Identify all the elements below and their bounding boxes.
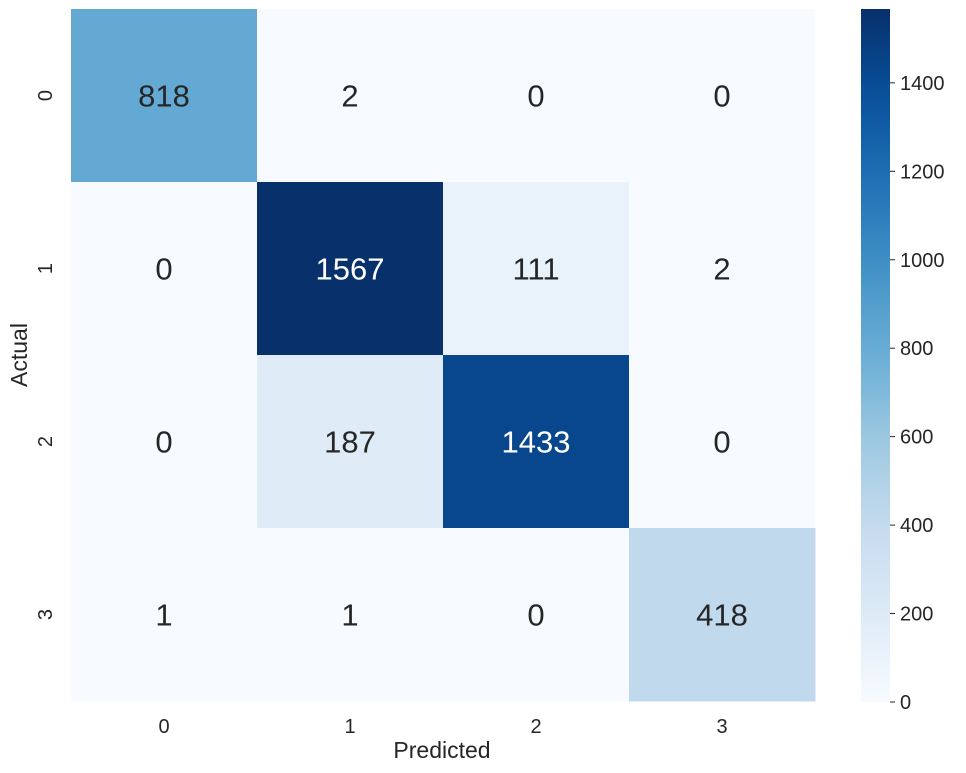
colorbar-tick-label: 800: [900, 338, 933, 360]
heatmap-cell-value: 1: [155, 598, 172, 633]
colorbar-tick-label: 1200: [900, 161, 945, 183]
heatmap-cell-value: 187: [324, 425, 376, 460]
heatmap-cell-value: 2: [341, 79, 358, 114]
heatmap-cell-labels: 818 2 0 0 0 1567 111 2 0 187 1433 0 1 1 0 418: [138, 79, 748, 633]
heatmap-cell: [257, 355, 444, 529]
heatmap-cell: [71, 9, 258, 183]
heatmap-cell: [257, 9, 444, 183]
heatmap-cell-value: 0: [527, 79, 544, 114]
colorbar-tick-label: 1400: [900, 73, 945, 95]
heatmap-cell-value: 1433: [502, 425, 571, 460]
heatmap-cell: [443, 355, 630, 529]
heatmap-cell: [629, 355, 816, 529]
heatmap-cell: [629, 9, 816, 183]
heatmap-cell: [71, 355, 258, 529]
x-tick-label: 0: [158, 716, 169, 738]
y-axis-label: Actual: [6, 323, 32, 387]
heatmap-cell-value: 0: [713, 425, 730, 460]
heatmap-cell-value: 2: [713, 252, 730, 287]
heatmap-cell: [71, 182, 258, 356]
x-tick-label: 2: [530, 716, 541, 738]
heatmap-cell-value: 0: [155, 252, 172, 287]
heatmap-cell-value: 818: [138, 79, 190, 114]
colorbar-tick-label: 1000: [900, 250, 945, 272]
x-tick-label: 3: [716, 716, 727, 738]
heatmap-cell-value: 111: [512, 252, 559, 287]
y-tick-label: 0: [35, 90, 57, 101]
heatmap-cell: [443, 182, 630, 356]
heatmap-cell-value: 0: [155, 425, 172, 460]
y-axis-ticks: 0 1 2 3: [35, 90, 57, 620]
heatmap-cell-value: 1567: [316, 252, 385, 287]
heatmap-cell: [71, 528, 258, 702]
colorbar-tick-label: 400: [900, 515, 933, 537]
x-axis-ticks: 0 1 2 3: [158, 716, 727, 738]
heatmap-cells: [71, 9, 816, 702]
colorbar: [861, 9, 890, 702]
y-tick-label: 3: [35, 609, 57, 620]
colorbar-tick-label: 200: [900, 604, 933, 626]
heatmap-cell: [443, 9, 630, 183]
heatmap-cell-value: 418: [696, 598, 748, 633]
colorbar-tick-label: 600: [900, 427, 933, 449]
x-axis-label: Predicted: [393, 737, 490, 763]
colorbar-tick-label: 0: [900, 692, 911, 714]
heatmap-cell: [257, 528, 444, 702]
y-tick-label: 1: [35, 263, 57, 274]
heatmap-cell: [629, 528, 816, 702]
y-tick-label: 2: [35, 436, 57, 447]
heatmap-cell-value: 1: [341, 598, 358, 633]
x-tick-label: 1: [344, 716, 355, 738]
heatmap-cell: [257, 182, 444, 356]
colorbar-ticks: 0 200 400 600 800 1000 1200 1400: [890, 73, 945, 714]
heatmap-cell-value: 0: [527, 598, 544, 633]
heatmap-cell: [443, 528, 630, 702]
heatmap-cell: [629, 182, 816, 356]
heatmap-cell-value: 0: [713, 79, 730, 114]
